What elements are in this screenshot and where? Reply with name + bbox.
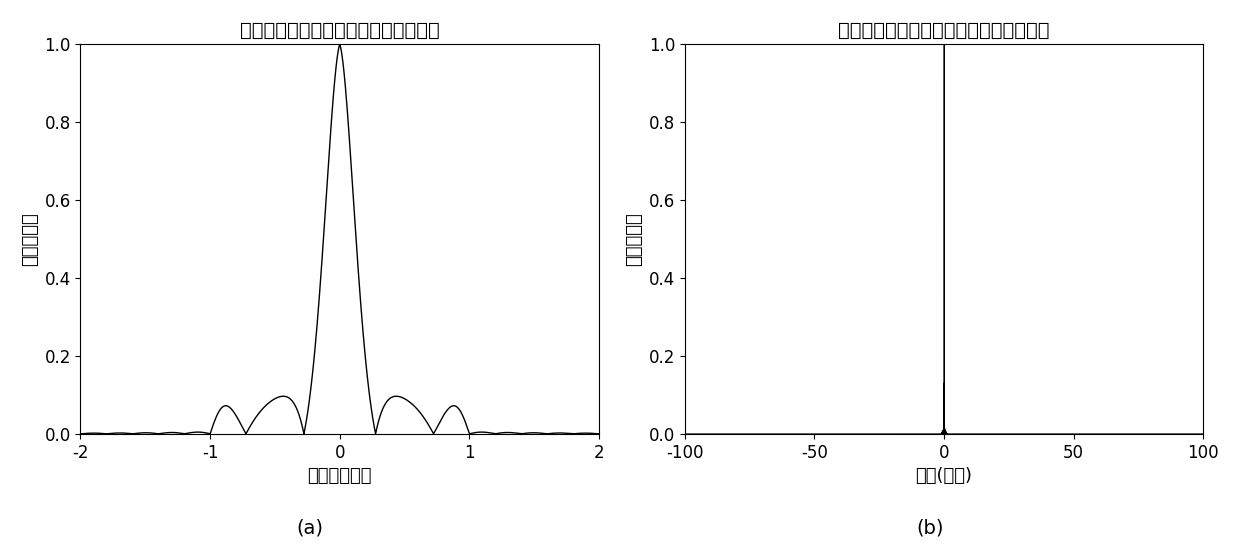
X-axis label: 延迟（微秒）: 延迟（微秒）	[308, 467, 372, 485]
Text: (b): (b)	[916, 518, 944, 537]
Title: 现有技术获得的信号的距离模糊函数图: 现有技术获得的信号的距离模糊函数图	[239, 21, 440, 40]
Title: 本发明方法获得的信号的距离模糊函数图: 本发明方法获得的信号的距离模糊函数图	[838, 21, 1050, 40]
Y-axis label: 归一化幅度: 归一化幅度	[21, 212, 38, 266]
Text: (a): (a)	[296, 518, 324, 537]
X-axis label: 延时(微秒): 延时(微秒)	[915, 467, 972, 485]
Y-axis label: 归一化幅度: 归一化幅度	[625, 212, 644, 266]
